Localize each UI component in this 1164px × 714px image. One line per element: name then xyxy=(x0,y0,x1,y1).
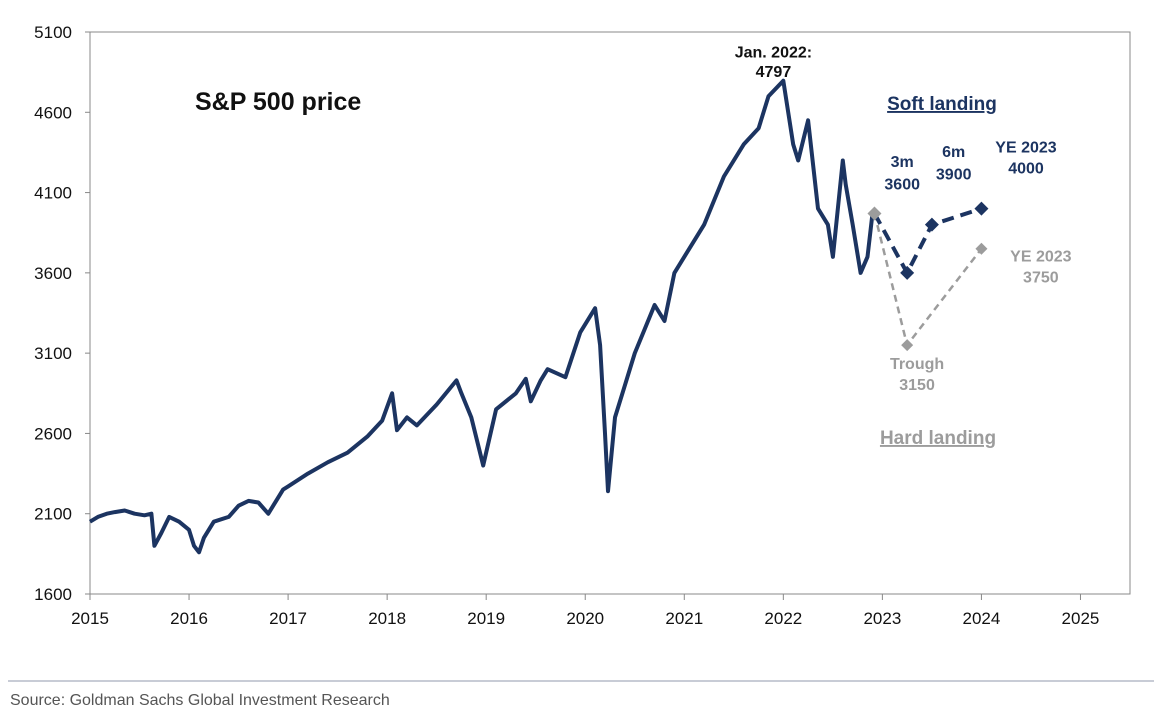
y-tick-label: 4100 xyxy=(34,184,72,203)
source-note: Source: Goldman Sachs Global Investment … xyxy=(10,692,390,709)
plot-frame xyxy=(89,31,1131,595)
annotation-label: 3m xyxy=(891,154,914,171)
y-tick-label: 4600 xyxy=(34,103,72,122)
series-line-historical xyxy=(88,78,875,555)
soft-landing-label: Soft landing xyxy=(887,94,997,115)
annotation-label: 6m xyxy=(942,144,965,161)
x-tick-label: 2015 xyxy=(71,609,109,628)
y-tick-label: 1600 xyxy=(34,585,72,604)
x-tick-label: 2018 xyxy=(368,609,406,628)
annotation-label: Trough xyxy=(890,356,944,373)
annotation-label: 4797 xyxy=(756,64,792,81)
annotation-label: 3900 xyxy=(936,167,972,184)
y-tick-label: 2100 xyxy=(34,505,72,524)
annotation-label: YE 2023 xyxy=(995,139,1056,156)
x-tick-label: 2022 xyxy=(764,609,802,628)
soft-landing-point xyxy=(974,201,989,216)
y-tick-label: 5100 xyxy=(34,23,72,42)
series-line-hard-landing xyxy=(873,213,983,348)
annotation-label: 3750 xyxy=(1023,269,1059,286)
soft-landing-point xyxy=(900,265,915,280)
hard-landing-label: Hard landing xyxy=(880,428,996,449)
x-tick-label: 2021 xyxy=(665,609,703,628)
annotation-label: 3150 xyxy=(899,377,935,394)
x-tick-label: 2020 xyxy=(566,609,604,628)
soft-landing-point xyxy=(924,217,939,232)
forecast-start-point xyxy=(867,206,882,221)
x-tick-label: 2024 xyxy=(963,609,1001,628)
y-tick-label: 3100 xyxy=(34,344,72,363)
x-tick-label: 2023 xyxy=(863,609,901,628)
x-tick-label: 2019 xyxy=(467,609,505,628)
x-tick-label: 2017 xyxy=(269,609,307,628)
annotation-label: 3600 xyxy=(884,176,920,193)
series-line-soft-landing xyxy=(872,206,983,278)
hard-landing-point xyxy=(975,242,988,255)
annotation-label: Jan. 2022: xyxy=(735,45,812,62)
x-tick-label: 2025 xyxy=(1062,609,1100,628)
x-tick-label: 2016 xyxy=(170,609,208,628)
y-tick-label: 2600 xyxy=(34,424,72,443)
footer-divider xyxy=(8,680,1154,682)
annotation-label: 4000 xyxy=(1008,160,1044,177)
annotation-label: YE 2023 xyxy=(1010,249,1071,266)
y-tick-label: 3600 xyxy=(34,264,72,283)
chart-title: S&P 500 price xyxy=(195,88,361,116)
hard-landing-point xyxy=(901,339,914,352)
